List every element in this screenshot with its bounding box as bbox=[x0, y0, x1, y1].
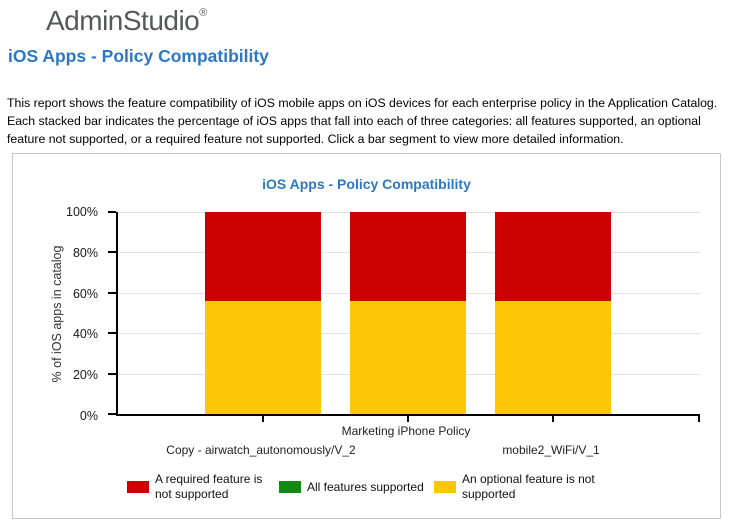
y-tick-label: 0% bbox=[79, 409, 98, 423]
chart-legend: A required feature is not supported All f… bbox=[127, 472, 619, 502]
y-tick-label: 60% bbox=[72, 286, 98, 301]
y-tick-labels: 0% 20% 40% 60% 80% 100% bbox=[13, 205, 112, 423]
legend-swatch bbox=[279, 481, 301, 493]
y-tick-mark bbox=[108, 413, 116, 415]
adminstudio-logo: AdminStudio® bbox=[46, 5, 207, 37]
report-description: This report shows the feature compatibil… bbox=[7, 96, 718, 146]
x-axis-label: mobile2_WiFi/V_1 bbox=[502, 443, 600, 457]
y-tick-mark bbox=[108, 332, 116, 335]
y-tick-mark bbox=[108, 291, 116, 294]
bar-segment[interactable] bbox=[205, 212, 321, 301]
chart-panel: iOS Apps - Policy Compatibility % of iOS… bbox=[12, 153, 721, 519]
page-title: iOS Apps - Policy Compatibility bbox=[8, 46, 269, 66]
bar-segment[interactable] bbox=[350, 300, 466, 414]
legend-item: An optional feature is not supported bbox=[434, 472, 619, 502]
y-tick-mark bbox=[108, 251, 116, 254]
legend-label: A required feature is not supported bbox=[155, 472, 263, 501]
chart-title: iOS Apps - Policy Compatibility bbox=[262, 176, 471, 192]
registered-trademark-symbol: ® bbox=[199, 7, 207, 19]
y-tick-label: 20% bbox=[72, 368, 98, 383]
plot-area bbox=[108, 211, 700, 422]
stacked-bar bbox=[350, 212, 466, 414]
x-tick-mark bbox=[407, 416, 409, 422]
x-tick-mark bbox=[262, 416, 264, 422]
legend-swatch bbox=[434, 481, 456, 493]
y-tick-label: 80% bbox=[72, 245, 98, 260]
x-axis-label: Copy - airwatch_autonomously/V_2 bbox=[166, 443, 356, 457]
legend-item: A required feature is not supported bbox=[127, 472, 279, 502]
bar-segment[interactable] bbox=[495, 212, 611, 301]
legend-swatch bbox=[127, 481, 149, 493]
x-axis-labels: Copy - airwatch_autonomously/V_2 Marketin… bbox=[116, 416, 700, 466]
y-tick-mark bbox=[108, 372, 116, 375]
x-axis-label: Marketing iPhone Policy bbox=[341, 424, 471, 438]
x-tick-mark bbox=[552, 416, 554, 422]
bar-segment[interactable] bbox=[350, 212, 466, 301]
logo-text: AdminStudio bbox=[46, 5, 200, 36]
y-tick-mark bbox=[108, 211, 116, 213]
legend-label: An optional feature is not supported bbox=[462, 472, 595, 501]
legend-item: All features supported bbox=[279, 472, 434, 502]
y-tick-label: 100% bbox=[66, 205, 98, 219]
stacked-bar bbox=[495, 212, 611, 414]
legend-label: All features supported bbox=[307, 479, 424, 494]
bar-segment[interactable] bbox=[495, 300, 611, 414]
y-tick-label: 40% bbox=[72, 327, 98, 342]
bar-segment[interactable] bbox=[205, 300, 321, 414]
stacked-bar bbox=[205, 212, 321, 414]
x-tick-mark bbox=[698, 416, 700, 422]
